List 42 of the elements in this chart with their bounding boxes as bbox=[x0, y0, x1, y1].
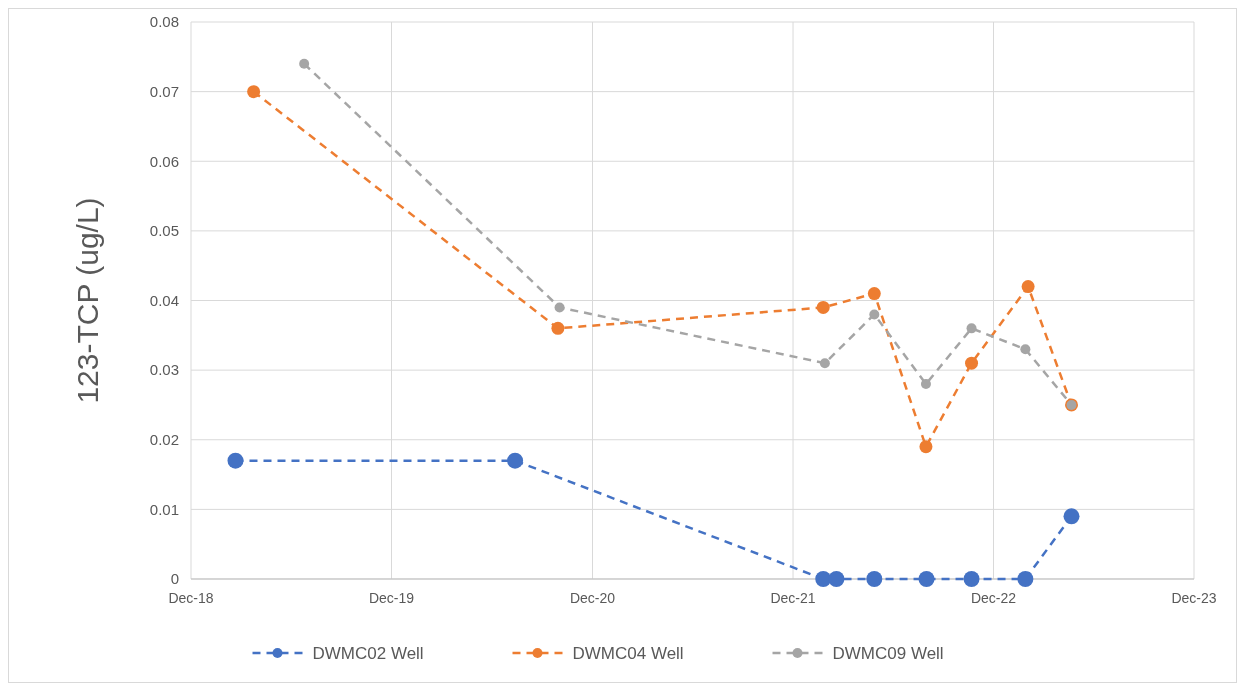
y-tick-label: 0.01 bbox=[149, 500, 179, 518]
x-tick-label: Dec-23 bbox=[1171, 590, 1217, 606]
point bbox=[816, 300, 830, 314]
y-tick-label: 0.08 bbox=[149, 13, 179, 31]
point bbox=[1063, 508, 1080, 525]
point bbox=[918, 571, 935, 587]
point bbox=[866, 571, 883, 587]
point bbox=[815, 571, 832, 587]
legend-label: DWMC04 Well bbox=[572, 643, 684, 663]
point bbox=[1021, 280, 1035, 294]
x-tick-label: Dec-22 bbox=[970, 590, 1017, 606]
point bbox=[867, 287, 881, 301]
legend-label: DWMC02 Well bbox=[312, 643, 424, 663]
x-tick-label: Dec-20 bbox=[569, 590, 616, 606]
y-tick-label: 0.04 bbox=[149, 291, 179, 309]
point bbox=[247, 85, 261, 99]
y-tick-label: 0.07 bbox=[149, 82, 179, 100]
point bbox=[919, 440, 933, 454]
point bbox=[554, 302, 565, 313]
point bbox=[966, 323, 977, 334]
point bbox=[551, 321, 565, 335]
point bbox=[963, 571, 980, 587]
y-tick-label: 0.02 bbox=[149, 431, 179, 448]
point bbox=[920, 379, 931, 390]
y-tick-label: 0.03 bbox=[149, 361, 179, 379]
legend-label: DWMC09 Well bbox=[832, 643, 944, 663]
point bbox=[1020, 344, 1031, 355]
y-tick-label: 0.06 bbox=[149, 152, 179, 170]
point bbox=[819, 358, 830, 369]
point bbox=[869, 309, 880, 320]
y-tick-label: 0 bbox=[170, 570, 179, 588]
y-axis-title: 123-TCP (ug/L) bbox=[71, 197, 104, 404]
point bbox=[507, 452, 524, 469]
x-tick-label: Dec-18 bbox=[168, 590, 214, 606]
point bbox=[227, 452, 244, 469]
point bbox=[299, 58, 310, 69]
point bbox=[1017, 571, 1034, 587]
x-tick-label: Dec-21 bbox=[770, 590, 816, 606]
point bbox=[965, 356, 979, 370]
point bbox=[828, 571, 845, 587]
x-tick-label: Dec-19 bbox=[368, 590, 415, 606]
y-tick-label: 0.05 bbox=[149, 222, 179, 240]
